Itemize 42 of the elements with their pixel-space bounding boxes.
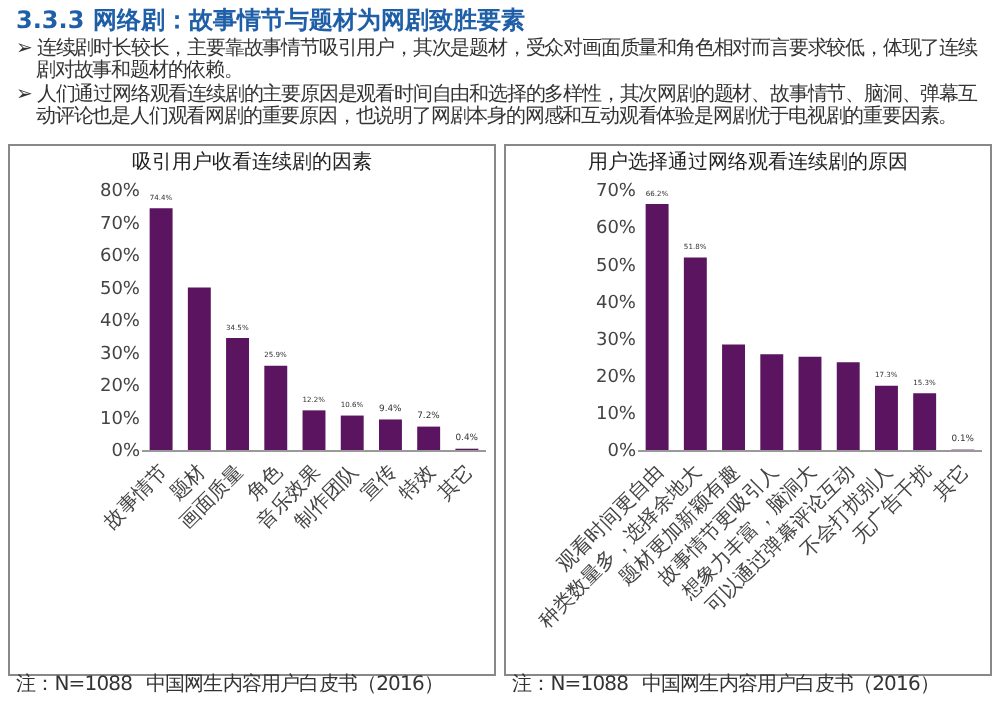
y-tick-label: 40% [99, 312, 141, 333]
chart-title: 用户选择通过网络观看连续剧的原因 [588, 149, 908, 174]
bar [913, 393, 937, 450]
bar [683, 257, 707, 450]
y-tick-label: 10% [99, 409, 141, 430]
text: 注：N=1088 [16, 674, 133, 696]
chart-title: 吸引用户收看连续剧的因素 [132, 149, 372, 174]
text: ➢ 人们通过网络观看连续剧的主要原因是观看时间自由和选择的多样性，其次网剧的题材、故事情节、脑洞、弹幕互动评论也是人们观看网剧的重要原因，也说明了网剧本身的网感和互动观看体验是网剧优于电视剧的重要因素。 [16, 84, 979, 128]
y-tick-label: 60% [99, 247, 141, 268]
y-tick-label: 0% [607, 442, 637, 463]
text: 中国网生内容用户白皮书（2016） [145, 674, 444, 696]
y-tick-label: 70% [99, 214, 141, 235]
text: ➢ 连续剧时长较长，主要靠故事情节吸引用户，其次是题材，受众对画面质量和角色相对而言要求较低，体现了连续剧对故事和题材的依赖。 [16, 38, 980, 82]
y-tick-label: 30% [99, 344, 141, 365]
text: 中国网生内容用户白皮书（2016） [641, 674, 940, 696]
bar [417, 426, 441, 450]
y-tick-label: 0% [111, 442, 141, 463]
y-tick-label: 50% [595, 256, 637, 277]
bar [340, 415, 364, 450]
y-tick-label: 70% [595, 182, 637, 203]
bar [187, 287, 211, 450]
bar [836, 362, 860, 450]
text: 注：N=1088 [512, 674, 629, 696]
bar [722, 344, 746, 450]
y-tick-label: 60% [595, 219, 637, 240]
y-tick-label: 20% [595, 368, 637, 389]
bar [302, 410, 326, 450]
bar [226, 337, 250, 450]
bar [378, 419, 402, 450]
bar [760, 354, 784, 450]
bar [874, 385, 898, 450]
y-tick-label: 20% [99, 377, 141, 398]
bar [798, 356, 822, 450]
bar [645, 204, 669, 450]
y-tick-label: 10% [595, 405, 637, 426]
y-tick-label: 40% [595, 293, 637, 314]
bar [149, 208, 173, 450]
bar [264, 365, 288, 450]
y-tick-label: 30% [595, 330, 637, 351]
y-tick-label: 50% [99, 279, 141, 300]
text: 3.3.3 网络剧：故事情节与题材为网剧致胜要素 [16, 6, 527, 34]
y-tick-label: 80% [99, 182, 141, 203]
